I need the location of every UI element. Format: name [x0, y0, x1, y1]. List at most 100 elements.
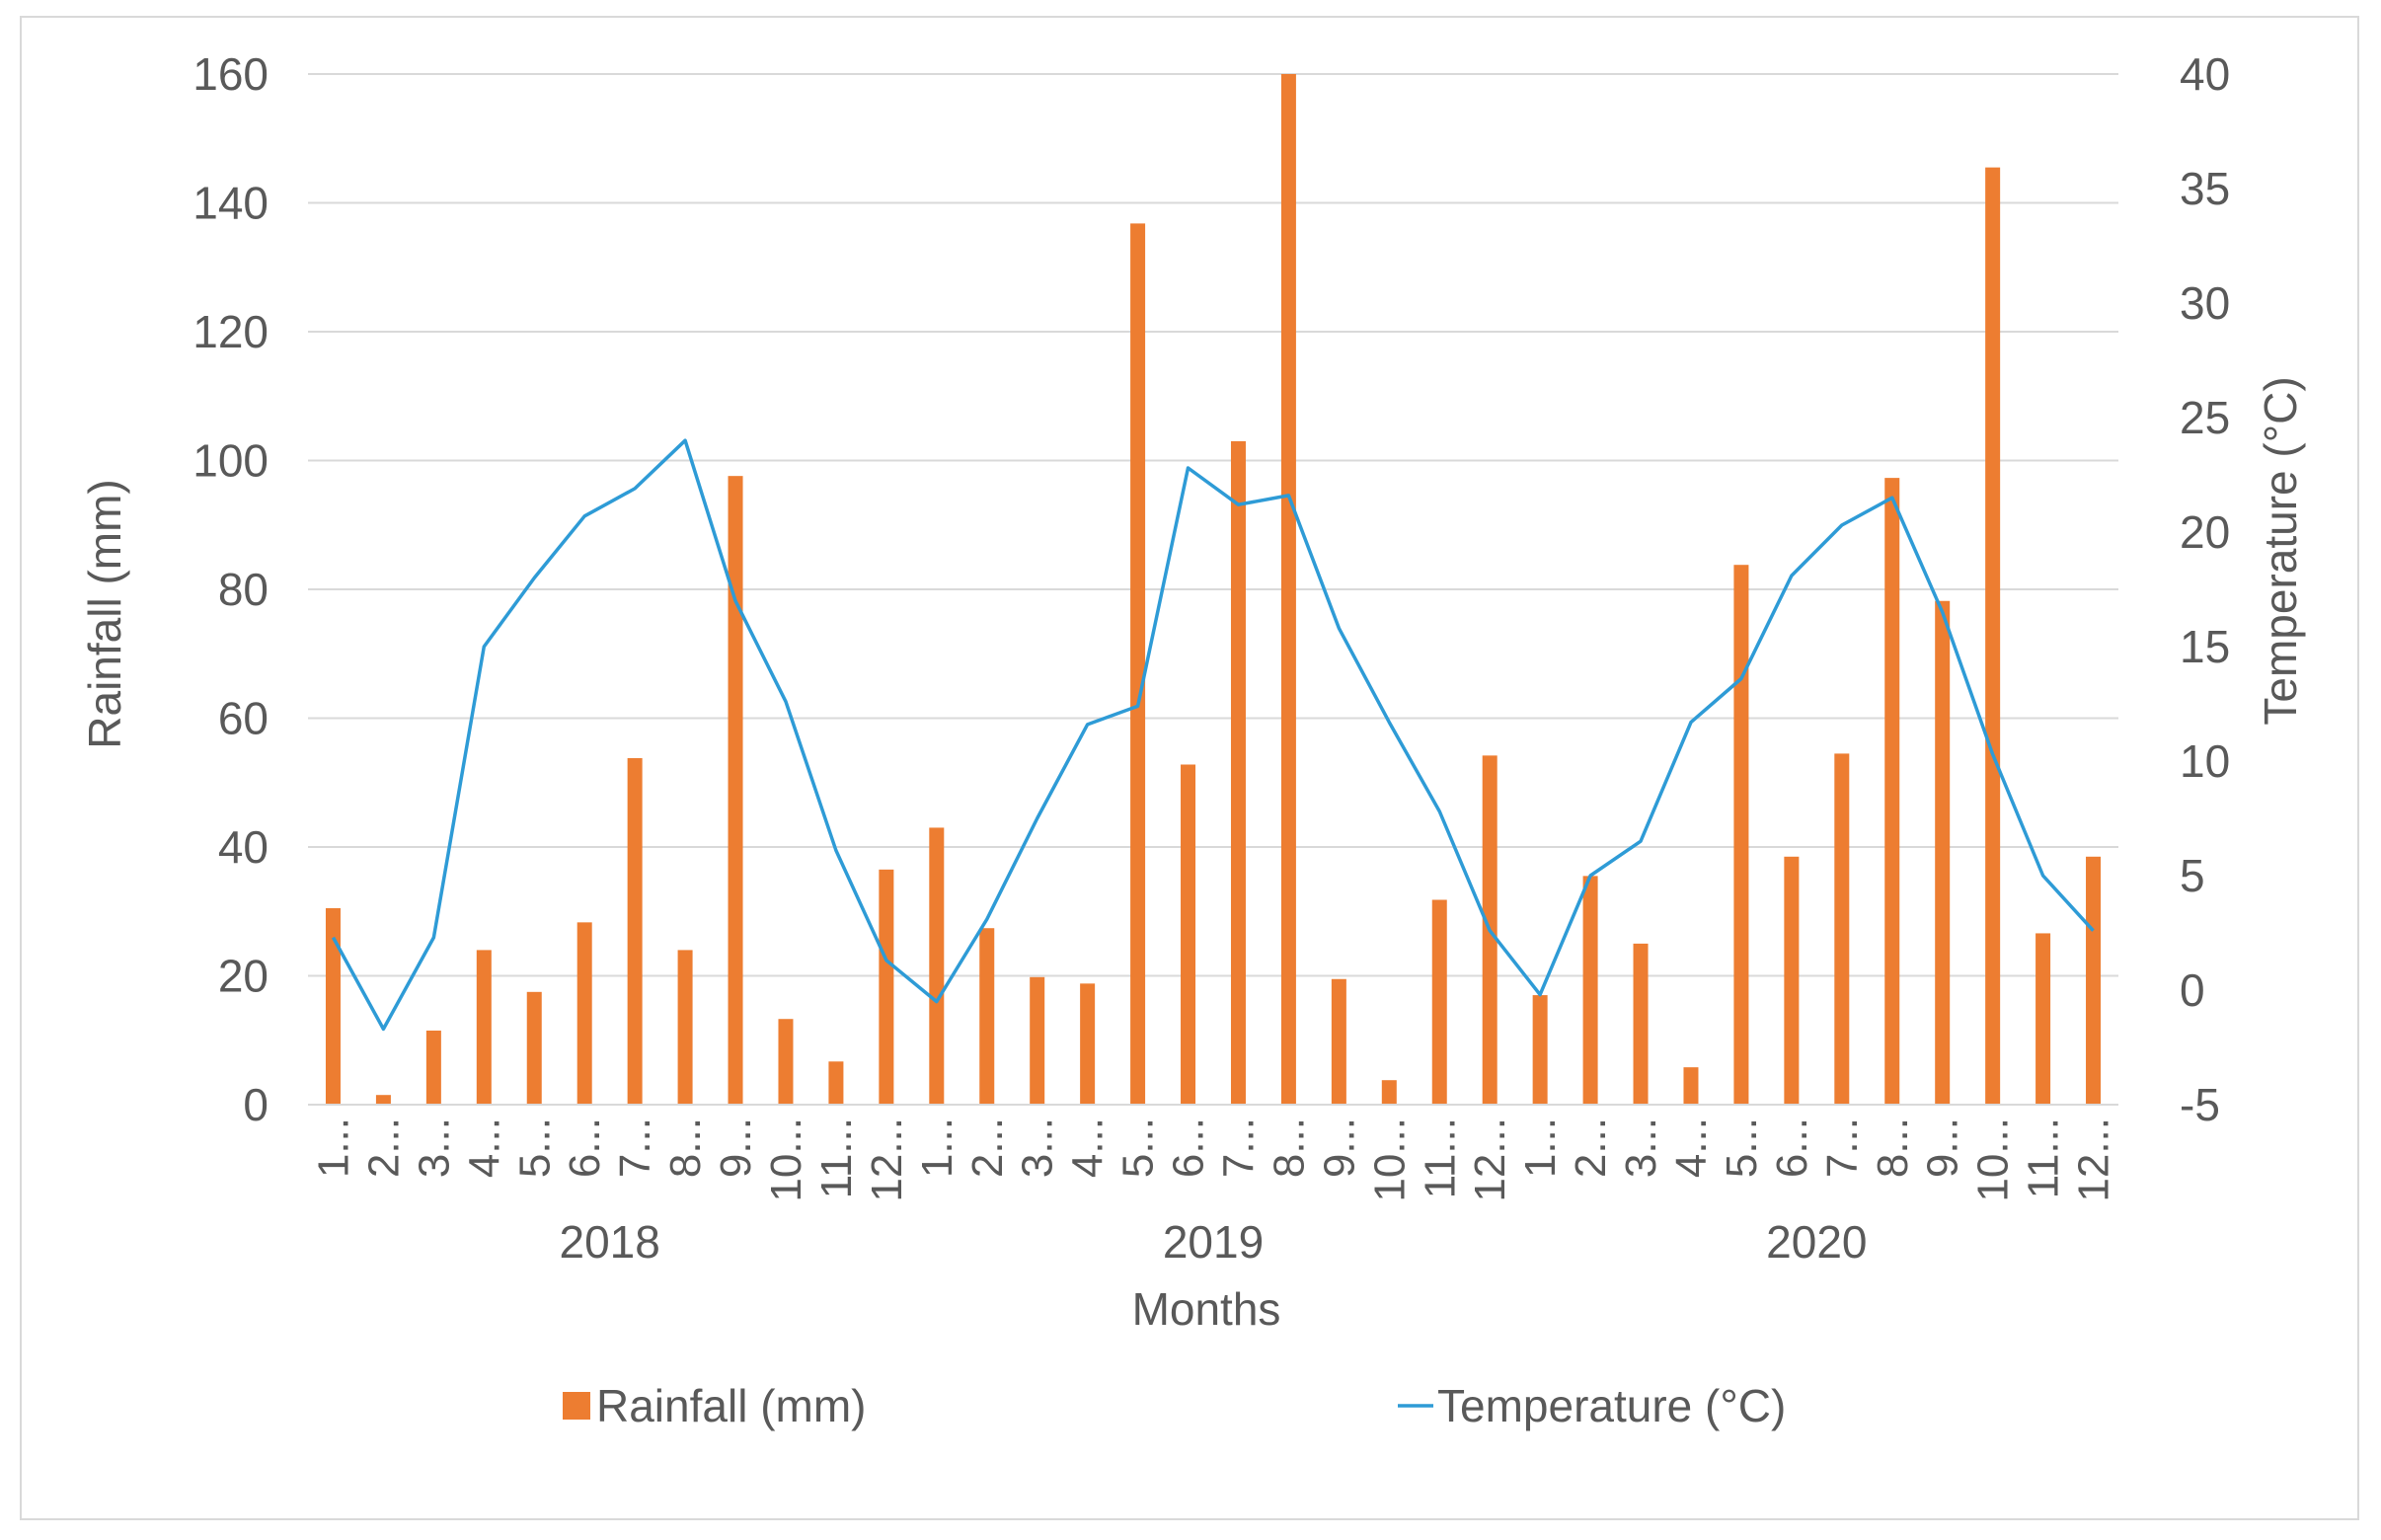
month-label: 10... — [762, 1117, 810, 1202]
rainfall-bar — [1633, 943, 1649, 1105]
rainfall-bar — [1030, 976, 1045, 1105]
rainfall-bar — [879, 869, 894, 1105]
rainfall-bar — [1532, 995, 1548, 1105]
rainfall-bar — [526, 991, 542, 1105]
month-label: 7... — [611, 1117, 659, 1178]
rainfall-bar — [2086, 856, 2102, 1105]
rainfall-bar — [778, 1019, 794, 1105]
rainfall-bar — [929, 827, 945, 1105]
month-label: 2... — [1567, 1117, 1615, 1178]
month-label: 9... — [1315, 1117, 1363, 1178]
rainfall-bar — [1683, 1067, 1699, 1105]
rainfall-bar — [476, 950, 492, 1105]
month-label: 12... — [863, 1117, 911, 1202]
rainfall-bar — [1582, 876, 1598, 1105]
rainfall-bar — [677, 950, 693, 1105]
year-labels: 2018 2019 2020 — [559, 1216, 1867, 1268]
temperature-line — [331, 438, 2095, 1032]
legend-rainfall-label: Rainfall (mm) — [596, 1380, 866, 1431]
combo-chart: 0 20 40 60 80 100 120 140 160 -5 0 5 10 15 20 25 30 35 40… — [79, 48, 2306, 1431]
x-axis-title: Months — [1132, 1283, 1281, 1335]
month-label: 2... — [963, 1117, 1012, 1178]
y2-tick-label: 20 — [2180, 506, 2230, 558]
y2-axis-title: Temperature (°C) — [2255, 376, 2306, 725]
month-label: 1... — [913, 1117, 961, 1178]
rainfall-bar — [1784, 856, 1800, 1105]
month-label: 10... — [1365, 1117, 1414, 1202]
month-label: 12... — [1466, 1117, 1514, 1202]
y-tick-label: 80 — [218, 564, 269, 615]
rainfall-bar — [1834, 753, 1850, 1105]
month-label: 3... — [410, 1117, 458, 1178]
month-label: 11... — [812, 1117, 861, 1198]
rainfall-bar — [375, 1095, 391, 1105]
rainfall-bar — [325, 907, 341, 1105]
year-label: 2019 — [1163, 1216, 1264, 1268]
rainfall-bar — [1130, 223, 1146, 1105]
y-axis-title: Rainfall (mm) — [79, 479, 130, 748]
rainfall-bar — [1331, 978, 1346, 1105]
month-label: 6... — [561, 1117, 609, 1178]
rainfall-bar — [576, 922, 592, 1105]
rainfall-bar — [1230, 440, 1246, 1105]
month-label: 5... — [1114, 1117, 1163, 1178]
legend-temperature-label: Temperature (°C) — [1437, 1380, 1786, 1431]
year-label: 2020 — [1766, 1216, 1867, 1268]
y-tick-label: 20 — [218, 951, 269, 1002]
rainfall-bar — [1181, 764, 1196, 1105]
month-label: 4... — [1064, 1117, 1113, 1178]
chart-frame: 0 20 40 60 80 100 120 140 160 -5 0 5 10 15 20 25 30 35 40… — [20, 16, 2359, 1520]
month-label: 1... — [310, 1117, 358, 1178]
y2-tick-label: 40 — [2180, 48, 2230, 100]
month-label: 8... — [661, 1117, 710, 1178]
rainfall-bar — [979, 928, 995, 1105]
month-labels: 1... 2... 3... 4... 5... 6... 7... 8... 9... 10..… — [310, 1117, 2118, 1202]
left-y-ticks: 0 20 40 60 80 100 120 140 160 — [192, 48, 269, 1130]
month-label: 6... — [1165, 1117, 1213, 1178]
y-tick-label: 60 — [218, 693, 269, 744]
month-label: 11... — [2020, 1117, 2068, 1198]
y-tick-label: 160 — [192, 48, 269, 100]
month-label: 2... — [359, 1117, 408, 1178]
month-label: 8... — [1869, 1117, 1917, 1178]
rainfall-bar — [1985, 167, 2001, 1106]
month-label: 5... — [510, 1117, 559, 1178]
month-label: 4... — [1667, 1117, 1716, 1178]
month-label: 5... — [1718, 1117, 1766, 1178]
month-label: 8... — [1265, 1117, 1313, 1178]
y2-tick-label: 5 — [2180, 850, 2205, 901]
rainfall-bar — [728, 476, 743, 1105]
gridlines — [308, 73, 2118, 977]
right-y-ticks: -5 0 5 10 15 20 25 30 35 40 — [2180, 48, 2230, 1130]
rainfall-bars — [325, 74, 2102, 1106]
y-tick-label: 140 — [192, 178, 269, 229]
temperature-line-group — [331, 438, 2095, 1032]
y2-tick-label: -5 — [2180, 1079, 2220, 1130]
month-label: 6... — [1768, 1117, 1816, 1178]
month-label: 7... — [1215, 1117, 1264, 1178]
y-tick-label: 100 — [192, 435, 269, 487]
month-label: 9... — [1919, 1117, 1967, 1178]
month-label: 1... — [1516, 1117, 1565, 1178]
rainfall-bar — [1935, 600, 1951, 1105]
month-label: 3... — [1014, 1117, 1062, 1178]
y2-tick-label: 15 — [2180, 621, 2230, 672]
month-label: 10... — [1969, 1117, 2018, 1202]
y-tick-label: 40 — [218, 821, 269, 873]
rainfall-bar — [1080, 983, 1096, 1105]
month-label: 9... — [712, 1117, 760, 1178]
legend: Rainfall (mm) Temperature (°C) — [563, 1380, 1786, 1431]
y2-tick-label: 25 — [2180, 392, 2230, 443]
rainfall-bar — [425, 1030, 441, 1105]
rainfall-bar — [1381, 1080, 1397, 1105]
y2-tick-label: 35 — [2180, 163, 2230, 214]
month-label: 4... — [460, 1117, 508, 1178]
rainfall-bar — [2035, 933, 2051, 1105]
year-label: 2018 — [559, 1216, 659, 1268]
rainfall-bar — [1431, 899, 1447, 1105]
y2-tick-label: 10 — [2180, 735, 2230, 787]
y2-tick-label: 30 — [2180, 277, 2230, 329]
month-label: 11... — [1416, 1117, 1464, 1198]
rainfall-bar — [1280, 74, 1296, 1105]
month-label: 3... — [1617, 1117, 1665, 1178]
